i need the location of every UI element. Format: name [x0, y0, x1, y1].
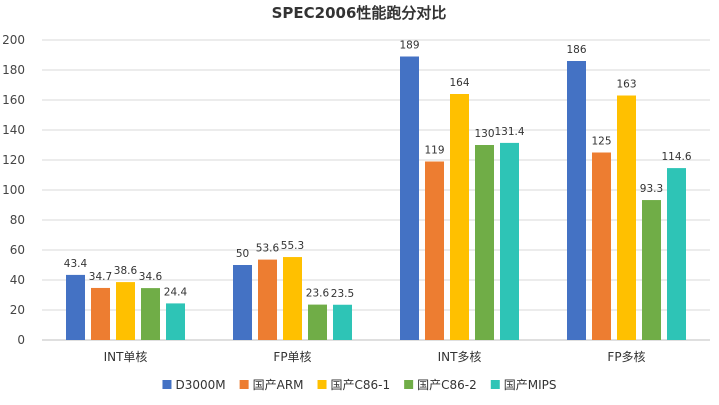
x-axis: INT单核 FP单核 INT多核 FP多核	[104, 350, 646, 364]
legend-label: 国产C86-2	[417, 378, 477, 392]
bar	[333, 304, 352, 340]
legend-swatch	[239, 380, 249, 389]
legend: D3000M 国产ARM 国产C86-1 国产C86-2 国产MIPS	[162, 378, 557, 392]
y-tick-label: 40	[10, 273, 25, 287]
x-category-label: FP单核	[273, 350, 311, 364]
y-tick-label: 140	[2, 123, 25, 137]
data-label: 186	[566, 44, 586, 56]
y-tick-label: 180	[2, 63, 25, 77]
bar	[91, 287, 110, 340]
y-tick-label: 160	[2, 93, 25, 107]
data-label: 34.7	[89, 271, 112, 283]
bar	[400, 56, 419, 340]
bar	[450, 94, 469, 340]
data-label: 23.5	[331, 288, 354, 300]
data-label: 38.6	[114, 265, 138, 277]
legend-item: 国产MIPS	[490, 378, 557, 392]
bar	[475, 145, 494, 340]
bar	[425, 161, 444, 340]
data-label: 50	[236, 248, 249, 260]
y-tick-label: 60	[10, 243, 25, 257]
data-label: 53.6	[256, 243, 280, 255]
data-label: 43.4	[64, 258, 88, 270]
legend-swatch	[404, 380, 414, 389]
y-tick-label: 80	[10, 213, 25, 227]
bar	[233, 265, 252, 340]
bar	[308, 304, 327, 340]
legend-swatch	[317, 380, 327, 389]
y-tick-label: 0	[17, 333, 25, 347]
bar	[617, 95, 636, 340]
y-tick-label: 20	[10, 303, 25, 317]
legend-label: 国产C86-1	[331, 378, 391, 392]
bar	[592, 152, 611, 340]
bar	[567, 61, 586, 340]
y-axis: 0 20 40 60 80 100 120 140 160 180 200	[2, 33, 25, 347]
legend-label: 国产MIPS	[504, 378, 557, 392]
bar	[141, 288, 160, 340]
chart-title: SPEC2006性能跑分对比	[272, 4, 447, 22]
data-label: 119	[424, 145, 444, 157]
data-label: 93.3	[640, 183, 663, 195]
legend-item: 国产ARM	[239, 378, 304, 392]
data-label: 34.6	[139, 271, 163, 283]
data-label: 24.4	[164, 286, 188, 298]
x-category-label: INT多核	[438, 350, 482, 364]
data-label: 131.4	[494, 126, 524, 138]
data-label: 189	[399, 40, 419, 52]
data-label: 125	[591, 136, 611, 148]
data-label: 114.6	[661, 151, 691, 163]
legend-label: 国产ARM	[253, 378, 304, 392]
bar	[116, 282, 135, 340]
bars: 43.434.7 38.6 34.624.4 50 53.6 55.3 23.6 23.5 18…	[64, 40, 692, 340]
legend-item: 国产C86-2	[404, 378, 477, 392]
x-category-label: FP多核	[607, 350, 645, 364]
data-label: 163	[616, 79, 636, 91]
y-tick-label: 120	[2, 153, 25, 167]
legend-swatch	[490, 380, 500, 389]
legend-item: 国产C86-1	[317, 378, 391, 392]
legend-item: D3000M	[162, 378, 226, 392]
legend-swatch	[162, 380, 172, 389]
y-tick-label: 100	[2, 183, 25, 197]
data-label: 130	[474, 128, 494, 140]
bar	[283, 257, 302, 340]
bar	[667, 168, 686, 340]
y-tick-label: 200	[2, 33, 25, 47]
x-category-label: INT单核	[104, 350, 148, 364]
data-label: 164	[449, 77, 469, 89]
data-label: 23.6	[306, 288, 330, 300]
bar	[66, 274, 85, 340]
bar	[500, 142, 519, 340]
bar	[166, 303, 185, 340]
data-label: 55.3	[281, 240, 304, 252]
legend-label: D3000M	[175, 378, 225, 392]
bar	[258, 259, 277, 340]
bar	[642, 200, 661, 340]
